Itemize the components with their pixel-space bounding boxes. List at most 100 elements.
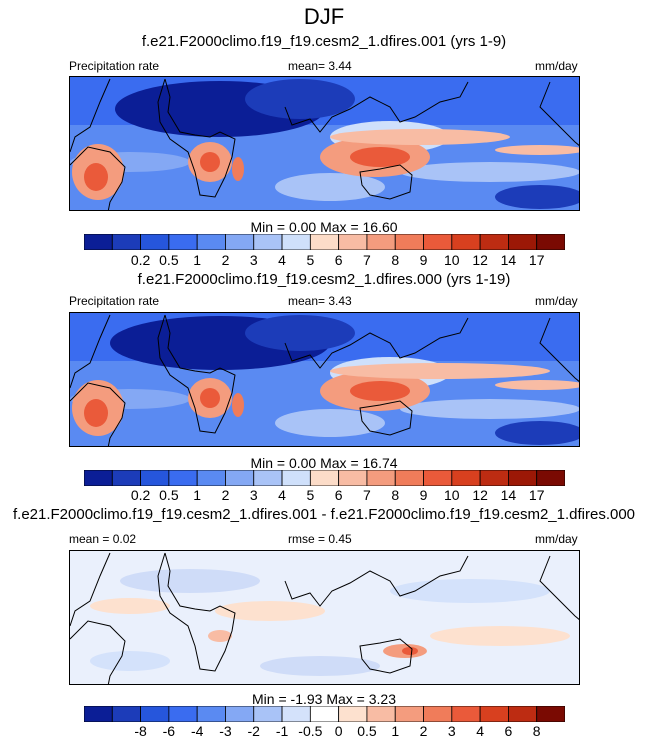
map2-ep-band — [495, 380, 579, 390]
colorbar-swatch — [394, 470, 424, 486]
colorbar-swatch — [309, 234, 340, 250]
panel2-colorbar — [84, 470, 565, 486]
colorbar-tick-label: 0 — [334, 723, 343, 739]
map3-pos-africa — [208, 630, 232, 642]
colorbar-swatch — [225, 706, 255, 722]
map1-dark-arabia — [245, 79, 355, 119]
colorbar-swatch — [366, 234, 396, 250]
panel3-minmax: Min = -1.93 Max = 3.23 — [252, 691, 396, 707]
panel2-colorbar-labels: 0.2 0.5 1 2 3 4 5 6 7 8 9 10 12 14 17 — [84, 487, 565, 503]
map3-neg-1 — [120, 569, 260, 593]
colorbar-tick-label: 7 — [363, 487, 371, 503]
colorbar-tick-label: -8 — [134, 723, 147, 739]
panel1-units-label: mm/day — [535, 59, 578, 73]
colorbar-tick-label: 0.5 — [357, 723, 377, 739]
colorbar-tick-label: 0.5 — [159, 252, 179, 268]
map2-light-indian — [275, 409, 385, 437]
colorbar-swatch — [423, 706, 453, 722]
map3-coastline-east-americas — [539, 555, 579, 620]
colorbar-tick-label: 4 — [278, 252, 286, 268]
map2-coastline-east-americas — [539, 317, 579, 382]
colorbar-swatch — [536, 234, 565, 250]
map1-wp-band — [330, 129, 510, 145]
map1-light-itcz-east — [400, 162, 579, 182]
colorbar-swatch — [423, 470, 453, 486]
panel1-variable-label: Precipitation rate — [69, 59, 160, 73]
map1-coastline-asia — [284, 81, 469, 133]
panel2-minmax: Min = 0.00 Max = 16.74 — [250, 455, 398, 471]
map1-maritime-core — [350, 147, 410, 167]
map2-coastline-asia — [284, 317, 469, 369]
colorbar-tick-label: 9 — [419, 252, 428, 268]
panel2-units-label: mm/day — [535, 294, 578, 308]
colorbar-swatch — [253, 234, 283, 250]
colorbar-swatch — [253, 470, 283, 486]
colorbar-swatch — [84, 234, 113, 250]
map2-wp-band — [330, 363, 550, 379]
map1-coastline-africa-europe — [157, 78, 236, 198]
map3-pos-2 — [430, 626, 570, 646]
colorbar-swatch — [281, 234, 311, 250]
colorbar-tick-label: 14 — [500, 252, 517, 268]
colorbar-tick-label: 3 — [249, 487, 258, 503]
colorbar-tick-label: 6 — [334, 252, 343, 268]
map2-light-itcz-east — [400, 399, 579, 419]
colorbar-swatch — [451, 470, 481, 486]
panel1-map — [69, 76, 580, 211]
colorbar-tick-label: 7 — [363, 252, 371, 268]
colorbar-tick-label: -1 — [275, 723, 289, 739]
colorbar-swatch — [309, 470, 340, 486]
colorbar-swatch — [508, 470, 538, 486]
colorbar-swatch — [225, 470, 255, 486]
colorbar-tick-label: 10 — [444, 487, 460, 503]
panel2-title: f.e21.F2000climo.f19_f19.cesm2_1.dfires.… — [137, 271, 511, 288]
colorbar-tick-label: 1 — [193, 252, 202, 268]
colorbar-swatch — [479, 470, 509, 486]
map2-dark-arabia — [245, 315, 355, 351]
map2-coastline-australia — [359, 400, 413, 436]
colorbar-swatch — [423, 234, 453, 250]
map2-south-america-core — [84, 399, 108, 427]
colorbar-tick-label: 2 — [221, 487, 230, 503]
map1-madagascar-rain — [232, 157, 244, 181]
colorbar-swatch — [225, 234, 255, 250]
map2-africa-core — [200, 388, 220, 408]
panel2-mean-label: mean= 3.43 — [288, 294, 352, 308]
map3-coastline-asia — [284, 555, 469, 607]
colorbar-tick-label: 10 — [444, 252, 460, 268]
map1-south-america-core — [84, 163, 108, 191]
colorbar-tick-label: 0.2 — [130, 252, 151, 268]
colorbar-tick-label: 5 — [306, 487, 315, 503]
colorbar-tick-label: -4 — [190, 723, 204, 739]
map2-dark-pacific — [495, 421, 579, 445]
colorbar-swatch — [140, 234, 170, 250]
colorbar-swatch — [168, 470, 198, 486]
map3-pos-maritime-core — [402, 647, 418, 655]
map3-coastline-americas — [70, 552, 126, 684]
colorbar-tick-label: 8 — [532, 723, 541, 739]
colorbar-swatch — [253, 706, 283, 722]
colorbar-tick-label: 1 — [391, 723, 400, 739]
colorbar-swatch — [394, 706, 424, 722]
colorbar-tick-label: -0.5 — [298, 723, 323, 739]
colorbar-tick-label: 2 — [419, 723, 428, 739]
colorbar-swatch — [196, 234, 226, 250]
map2-coastline-americas — [70, 314, 126, 446]
colorbar-tick-label: 8 — [391, 252, 400, 268]
colorbar-tick-label: 9 — [419, 487, 428, 503]
map3-neg-2 — [390, 579, 550, 603]
colorbar-swatch — [536, 470, 565, 486]
panel1-mean-label: mean= 3.44 — [288, 59, 352, 73]
colorbar-swatch — [140, 470, 170, 486]
colorbar-swatch — [394, 234, 424, 250]
panel1-colorbar — [84, 234, 565, 250]
colorbar-swatch — [196, 470, 226, 486]
colorbar-swatch — [168, 706, 198, 722]
panel3-units-label: mm/day — [535, 532, 578, 546]
colorbar-swatch — [309, 706, 340, 722]
panel1-title: f.e21.F2000climo.f19_f19.cesm2_1.dfires.… — [141, 33, 507, 50]
map1-coastline-east-americas — [539, 81, 579, 146]
colorbar-swatch — [84, 706, 113, 722]
colorbar-tick-label: -2 — [247, 723, 260, 739]
panel3-title: f.e21.F2000climo.f19_f19.cesm2_1.dfires.… — [12, 506, 636, 523]
